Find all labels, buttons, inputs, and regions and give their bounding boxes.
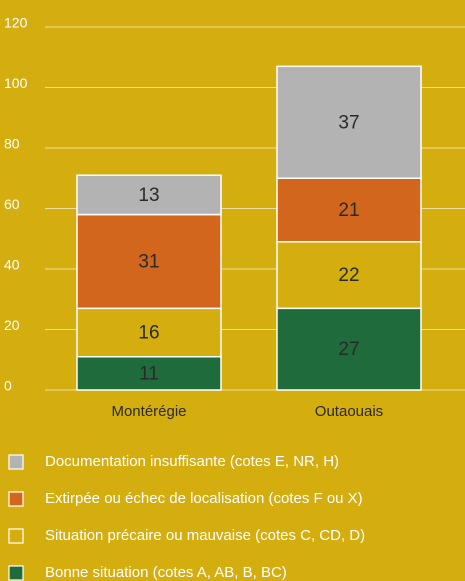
data-label: 21	[338, 200, 359, 221]
bar-segment	[276, 65, 422, 179]
legend-swatch	[8, 491, 24, 507]
data-label: 31	[138, 251, 159, 272]
bar-segment	[76, 174, 222, 216]
y-tick-label: 40	[4, 257, 20, 273]
bar-segment	[76, 213, 222, 310]
x-tick-label: Montérégie	[111, 403, 186, 420]
y-tick-label: 120	[4, 15, 28, 31]
y-tick-label: 0	[4, 378, 12, 394]
bar-segment	[76, 307, 222, 358]
bar-segment	[276, 307, 422, 391]
data-label: 16	[138, 323, 159, 344]
data-label: 13	[138, 185, 159, 206]
y-tick-label: 80	[4, 136, 20, 152]
legend-swatch	[8, 454, 24, 470]
legend-label: Situation précaire ou mauvaise (cotes C,…	[45, 527, 365, 544]
legend-label: Documentation insuffisante (cotes E, NR,…	[45, 453, 339, 470]
legend-label: Bonne situation (cotes A, AB, B, BC)	[45, 564, 287, 581]
y-tick-label: 20	[4, 317, 20, 333]
bar-segment	[276, 241, 422, 310]
legend-swatch	[8, 528, 24, 544]
bar-segment	[276, 177, 422, 243]
legend-swatch	[8, 565, 24, 581]
legend-label: Extirpée ou échec de localisation (cotes…	[45, 490, 363, 507]
y-tick-label: 60	[4, 196, 20, 212]
data-label: 11	[139, 363, 159, 384]
x-tick-label: Outaouais	[315, 403, 383, 420]
data-label: 22	[338, 265, 359, 286]
data-label: 37	[338, 112, 359, 133]
y-tick-label: 100	[4, 75, 28, 91]
data-label: 27	[338, 339, 359, 360]
